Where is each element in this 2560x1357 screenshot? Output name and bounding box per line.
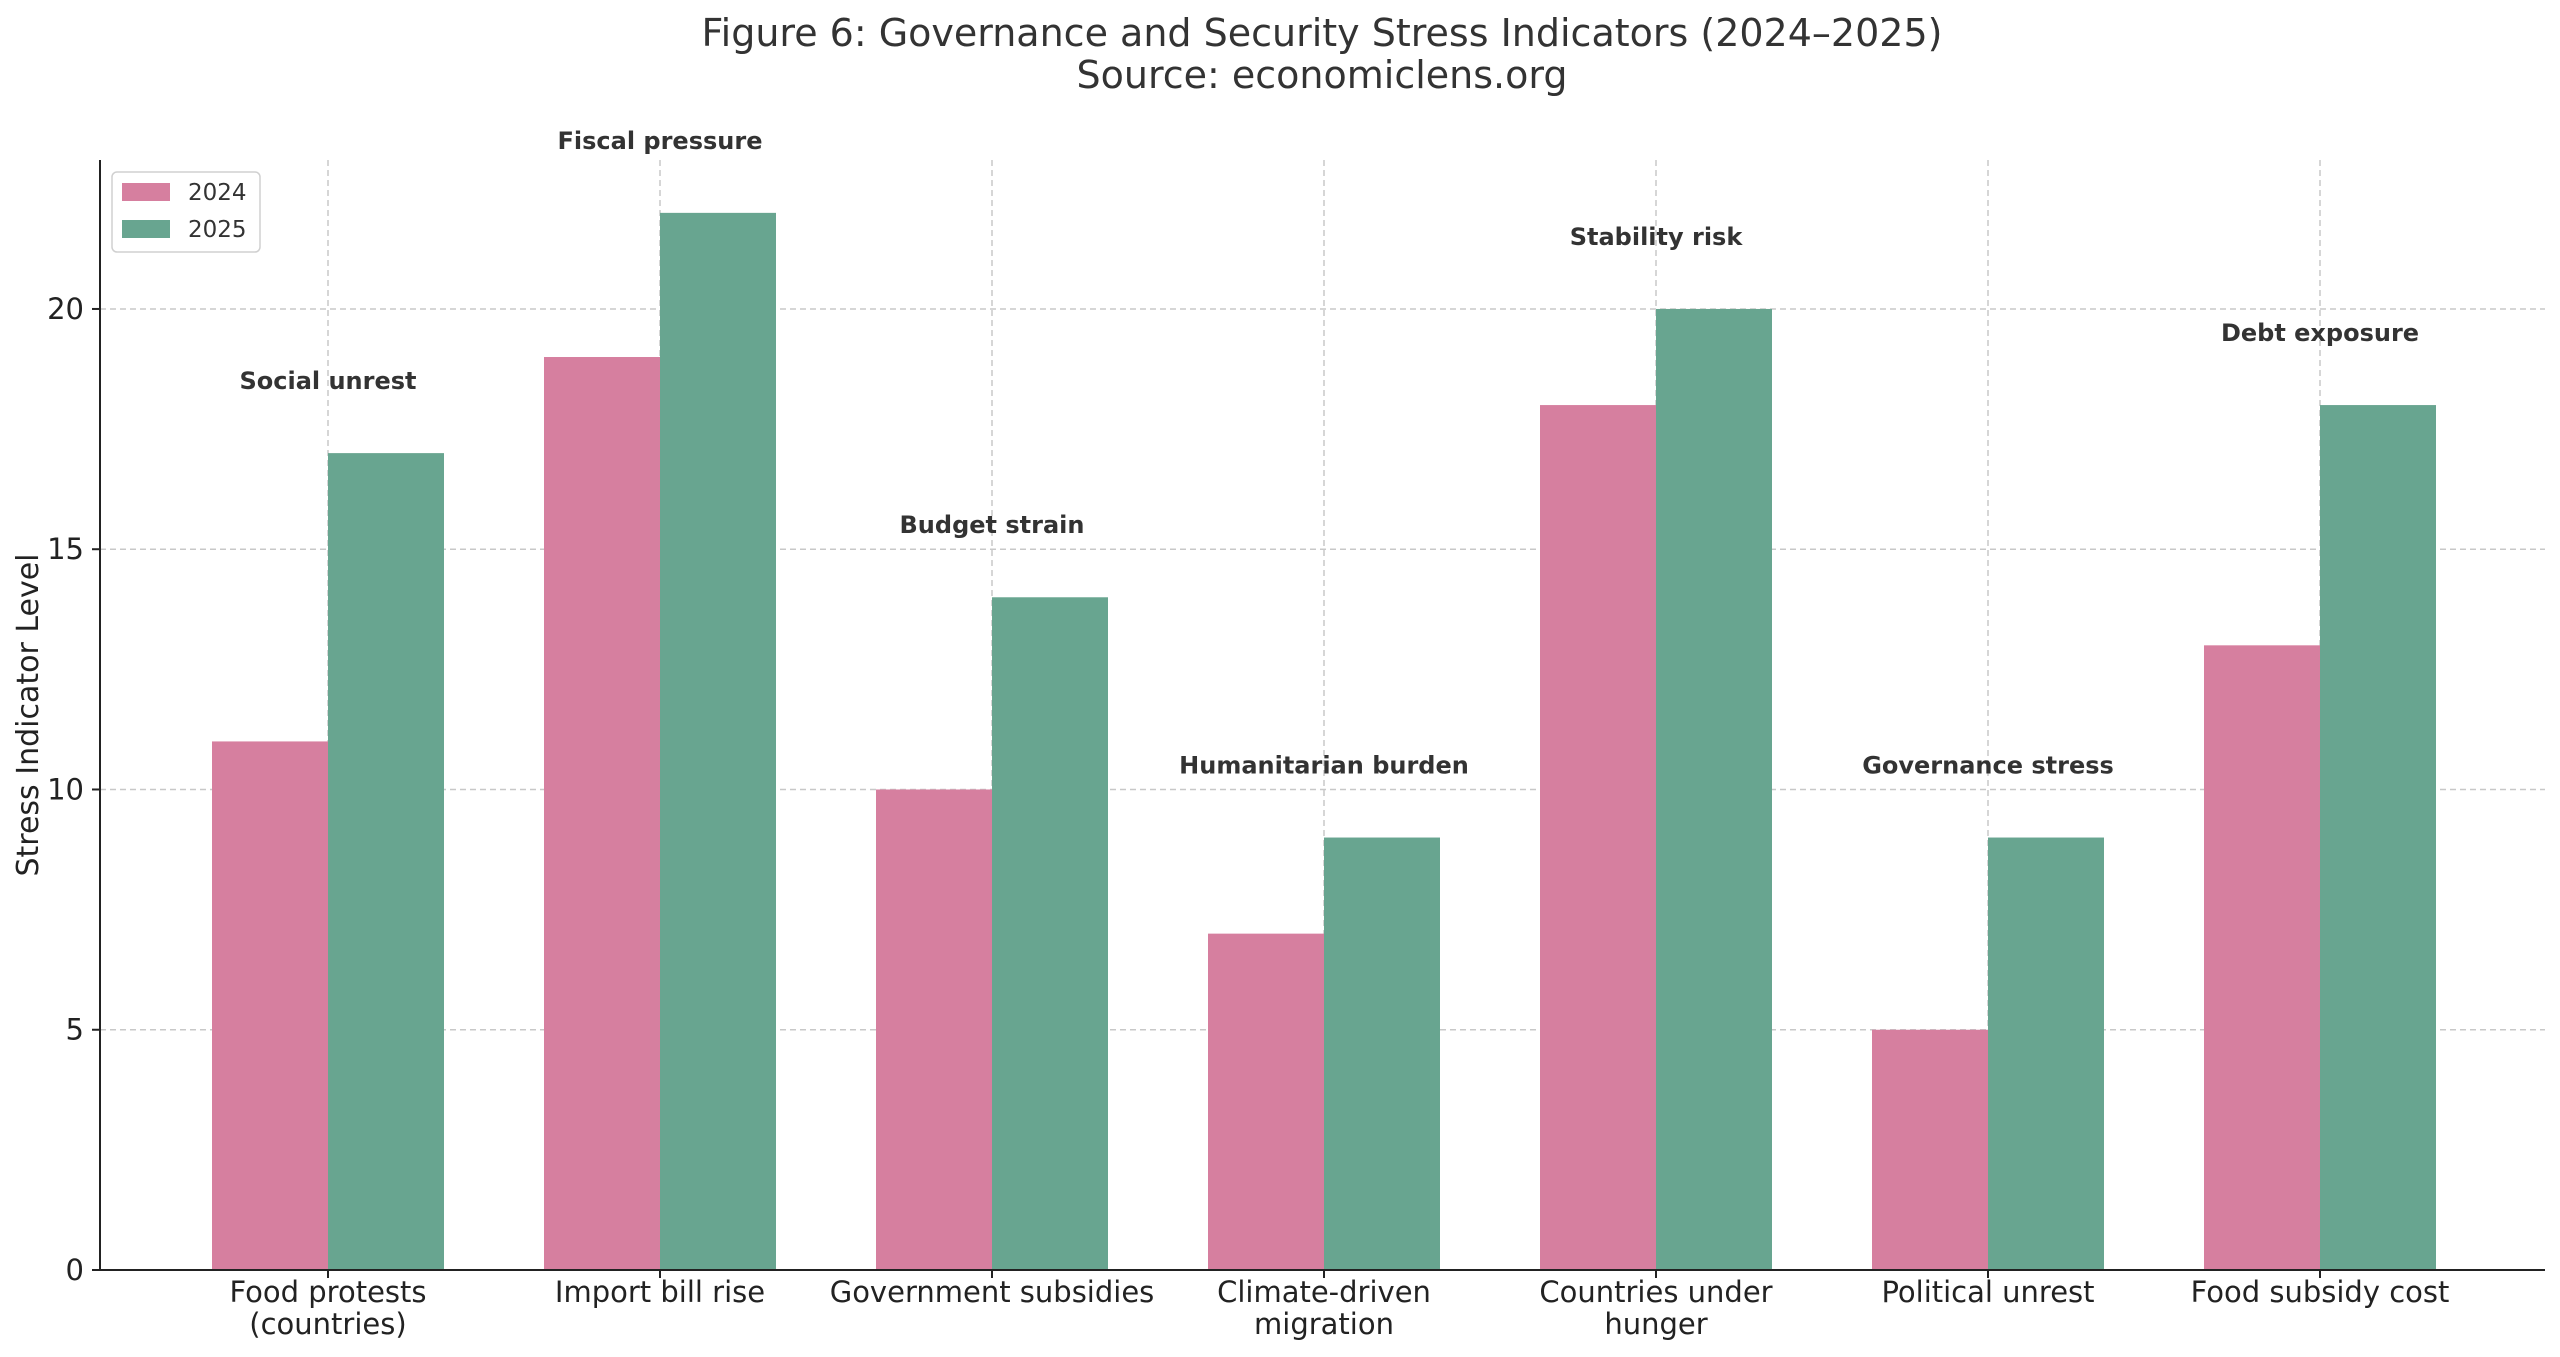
y-axis-ticks: 0 5 10 15 20	[47, 292, 100, 1287]
x-axis-ticks: Food protests(countries) Import bill rise…	[230, 1270, 2450, 1341]
x-tick-label: Climate-driven	[1217, 1275, 1431, 1309]
bar-2024-1	[544, 357, 660, 1270]
bar-2024-6	[2204, 645, 2320, 1270]
y-tick-label: 5	[66, 1013, 84, 1047]
x-tick-label: Government subsidies	[830, 1275, 1155, 1309]
y-tick-label: 0	[66, 1253, 84, 1287]
bar-2024-3	[1208, 933, 1324, 1270]
bar-2024-4	[1540, 405, 1656, 1270]
y-tick-label: 10	[47, 772, 84, 806]
legend-label-2024: 2024	[188, 180, 247, 206]
annotations: Social unrest Fiscal pressure Budget strai…	[239, 127, 2419, 780]
bar-2024-0	[212, 741, 328, 1270]
legend-label-2025: 2025	[188, 217, 247, 243]
x-tick-label: migration	[1254, 1307, 1394, 1341]
y-tick-label: 15	[47, 532, 84, 566]
annotation-label: Budget strain	[900, 511, 1085, 539]
bar-2025-3	[1324, 837, 1440, 1270]
x-tick-label: (countries)	[249, 1307, 406, 1341]
legend-swatch-2025	[122, 220, 170, 238]
annotation-label: Social unrest	[239, 367, 416, 395]
bar-2024-5	[1872, 1029, 1988, 1270]
legend: 2024 2025	[111, 171, 261, 253]
annotation-label: Humanitarian burden	[1179, 751, 1469, 779]
annotation-label: Debt exposure	[2221, 319, 2419, 347]
bar-2025-5	[1988, 837, 2104, 1270]
x-tick-label: hunger	[1604, 1307, 1707, 1341]
chart-title: Figure 6: Governance and Security Stress…	[702, 11, 1943, 55]
bar-2025-1	[660, 212, 776, 1270]
bars	[212, 212, 2436, 1270]
x-tick-label: Food protests	[230, 1275, 427, 1309]
y-axis-label: Stress Indicator Level	[11, 553, 46, 876]
chart-subtitle: Source: economiclens.org	[1077, 53, 1568, 97]
x-tick-label: Countries under	[1539, 1275, 1772, 1309]
y-tick-label: 20	[47, 292, 84, 326]
bar-2024-2	[876, 789, 992, 1270]
bar-2025-6	[2320, 405, 2436, 1270]
annotation-label: Stability risk	[1570, 223, 1744, 251]
annotation-label: Fiscal pressure	[558, 127, 763, 155]
bar-2025-0	[328, 453, 444, 1270]
legend-swatch-2024	[122, 183, 170, 201]
bar-2025-2	[992, 597, 1108, 1270]
x-tick-label: Food subsidy cost	[2191, 1275, 2450, 1309]
annotation-label: Governance stress	[1862, 751, 2114, 779]
x-tick-label: Import bill rise	[555, 1275, 765, 1309]
x-tick-label: Political unrest	[1881, 1275, 2094, 1309]
bar-2025-4	[1656, 308, 1772, 1270]
